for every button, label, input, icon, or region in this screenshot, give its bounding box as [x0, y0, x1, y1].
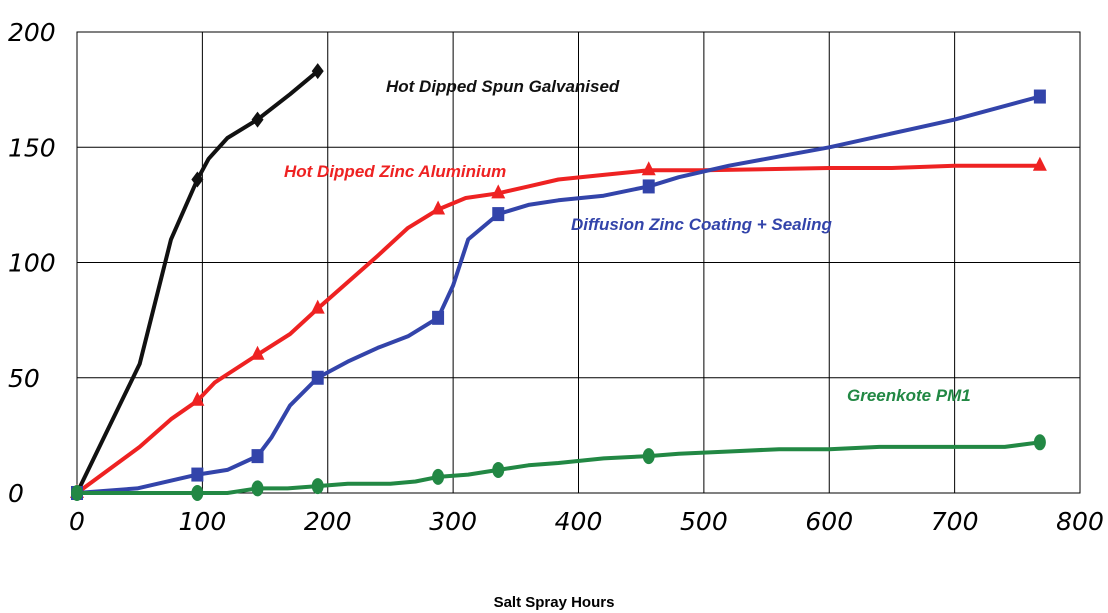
data-point-diffusion-zinc-coating-sealing	[492, 207, 505, 222]
series-label-hot-dipped-zinc-aluminium: Hot Dipped Zinc Aluminium	[284, 162, 506, 181]
data-point-hot-dipped-zinc-aluminium	[190, 391, 205, 406]
x-tick-label: 0	[69, 507, 85, 536]
x-tick-label: 500	[680, 507, 728, 536]
data-point-greenkote-pm1	[492, 461, 505, 478]
y-tick-label: 150	[8, 133, 56, 162]
data-point-hot-dipped-zinc-aluminium	[641, 161, 656, 176]
data-point-greenkote-pm1	[642, 448, 655, 465]
series-line-hot-dipped-spun-galvanised	[75, 69, 320, 495]
x-axis-ticks: 0 100 200 300 400 500 600 700 800	[69, 507, 1104, 536]
data-point-hot-dipped-spun-galvanised	[191, 171, 204, 188]
data-point-diffusion-zinc-coating-sealing	[432, 310, 445, 325]
y-tick-label: 100	[8, 249, 56, 278]
x-tick-label: 700	[931, 507, 979, 536]
data-point-hot-dipped-zinc-aluminium	[431, 200, 446, 215]
data-point-hot-dipped-spun-galvanised	[311, 63, 324, 80]
x-tick-label: 400	[555, 507, 603, 536]
x-tick-label: 100	[179, 507, 227, 536]
y-tick-label: 200	[8, 18, 56, 47]
data-point-diffusion-zinc-coating-sealing	[251, 449, 264, 464]
data-point-greenkote-pm1	[432, 468, 445, 485]
data-point-hot-dipped-zinc-aluminium	[310, 299, 325, 314]
data-point-greenkote-pm1	[1033, 434, 1046, 451]
grid-lines	[77, 32, 1080, 493]
data-point-hot-dipped-zinc-aluminium	[491, 184, 506, 199]
series-markers	[70, 63, 1047, 501]
data-point-diffusion-zinc-coating-sealing	[1033, 89, 1046, 104]
data-point-hot-dipped-spun-galvanised	[251, 111, 264, 128]
data-point-greenkote-pm1	[191, 485, 204, 501]
y-tick-label: 0	[8, 479, 24, 508]
data-point-hot-dipped-zinc-aluminium	[1032, 156, 1047, 171]
series-label-diffusion-zinc-coating-sealing: Diffusion Zinc Coating + Sealing	[571, 215, 832, 234]
x-tick-label: 600	[805, 507, 853, 536]
data-point-hot-dipped-zinc-aluminium	[250, 345, 265, 360]
series-label-greenkote-pm1: Greenkote PM1	[847, 386, 971, 405]
series-line-greenkote-pm1	[75, 440, 1042, 495]
y-tick-label: 50	[8, 364, 40, 393]
x-tick-label: 300	[429, 507, 477, 536]
x-tick-label: 800	[1056, 507, 1104, 536]
x-axis-title: Salt Spray Hours	[494, 594, 615, 611]
data-point-greenkote-pm1	[311, 478, 324, 495]
series-label-hot-dipped-spun-galvanised: Hot Dipped Spun Galvanised	[386, 77, 620, 96]
y-axis-ticks: 0 50 100 150 200	[8, 18, 56, 508]
data-point-diffusion-zinc-coating-sealing	[311, 370, 324, 385]
data-point-greenkote-pm1	[71, 485, 83, 501]
data-point-diffusion-zinc-coating-sealing	[191, 467, 204, 482]
x-tick-label: 200	[304, 507, 352, 536]
data-point-diffusion-zinc-coating-sealing	[642, 179, 655, 194]
data-point-greenkote-pm1	[251, 480, 264, 497]
series-line-hot-dipped-zinc-aluminium	[75, 163, 1042, 495]
